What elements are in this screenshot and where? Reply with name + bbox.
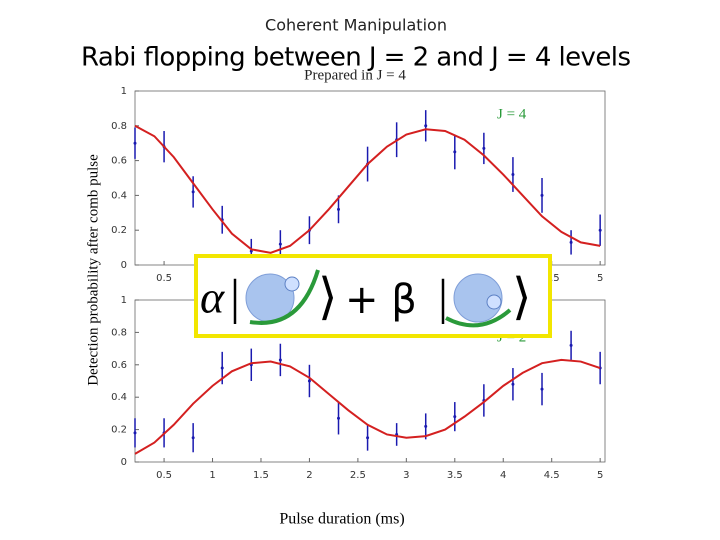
ket-bar: | xyxy=(230,268,240,324)
x-tick-label: 4.5 xyxy=(544,470,560,481)
fit-curve xyxy=(134,124,601,254)
electron xyxy=(486,294,502,310)
ket-bar: | xyxy=(438,268,448,324)
x-tick-label: 3 xyxy=(403,470,409,481)
data-point xyxy=(482,146,486,150)
data-point xyxy=(191,436,195,440)
annotation: J = 4 xyxy=(497,106,527,122)
y-tick-label: 0.6 xyxy=(111,360,127,371)
y-axis-label: Detection probability after comb pulse xyxy=(85,154,101,386)
data-point xyxy=(307,379,311,383)
data-point xyxy=(453,415,457,419)
y-tick-label: 1 xyxy=(121,295,127,306)
subtitle: Prepared in J = 4 xyxy=(304,67,406,83)
plus-beta: + β xyxy=(345,277,417,323)
data-point xyxy=(569,343,573,347)
sphere xyxy=(453,273,503,323)
plot-area xyxy=(134,90,606,266)
data-point xyxy=(133,141,137,145)
x-tick-label: 2 xyxy=(306,470,312,481)
x-tick-label: 1.5 xyxy=(253,470,269,481)
y-tick-label: 0.2 xyxy=(111,225,127,236)
x-tick-label: 5 xyxy=(597,273,603,284)
y-tick-label: 1 xyxy=(121,86,127,97)
state-overlay: α | ⟩ + β | ⟩ xyxy=(194,254,552,338)
data-point xyxy=(453,150,457,154)
data-point xyxy=(220,366,224,370)
data-point xyxy=(511,173,515,177)
data-point xyxy=(424,424,428,428)
data-point xyxy=(278,358,282,362)
y-tick-label: 0.6 xyxy=(111,156,127,167)
title: Rabi flopping between J = 2 and J = 4 le… xyxy=(81,43,631,73)
y-tick-label: 0 xyxy=(121,260,127,271)
y-tick-label: 0.4 xyxy=(111,190,127,201)
data-point xyxy=(337,416,341,420)
data-point xyxy=(569,240,573,244)
alpha: α xyxy=(200,272,225,323)
kicker: Coherent Manipulation xyxy=(265,16,447,35)
ket-close: ⟩ xyxy=(318,268,338,324)
data-point xyxy=(191,190,195,194)
x-tick-label: 4 xyxy=(500,470,506,481)
x-tick-label: 0.5 xyxy=(156,470,172,481)
data-point xyxy=(511,382,515,386)
x-tick-label: 2.5 xyxy=(350,470,366,481)
ket-close: ⟩ xyxy=(512,268,532,324)
data-point xyxy=(424,124,428,128)
y-tick-label: 0.8 xyxy=(111,121,127,132)
orbit-arrow xyxy=(445,308,512,328)
x-tick-label: 1 xyxy=(209,470,215,481)
x-tick-label: 0.5 xyxy=(156,273,172,284)
data-point xyxy=(540,193,544,197)
fit-curve xyxy=(134,358,601,455)
data-point xyxy=(337,207,341,211)
y-tick-label: 0.2 xyxy=(111,425,127,436)
y-tick-label: 0.4 xyxy=(111,392,127,403)
y-tick-label: 0 xyxy=(121,457,127,468)
data-point xyxy=(598,228,602,232)
x-tick-label: 3.5 xyxy=(447,470,463,481)
orbit-arrow xyxy=(249,269,320,325)
electron xyxy=(284,276,300,292)
data-point xyxy=(366,436,370,440)
y-tick-label: 0.8 xyxy=(111,327,127,338)
x-tick-label: 5 xyxy=(597,470,603,481)
x-axis-label: Pulse duration (ms) xyxy=(279,511,404,528)
data-point xyxy=(133,431,137,435)
plots: 0 0.2 0.4 0.6 0.8 1 0.5 1 1.5 2 2.5 3 3.5 4 4.5 5 J = 4 D… xyxy=(85,86,606,528)
data-point xyxy=(278,242,282,246)
data-point xyxy=(540,387,544,391)
